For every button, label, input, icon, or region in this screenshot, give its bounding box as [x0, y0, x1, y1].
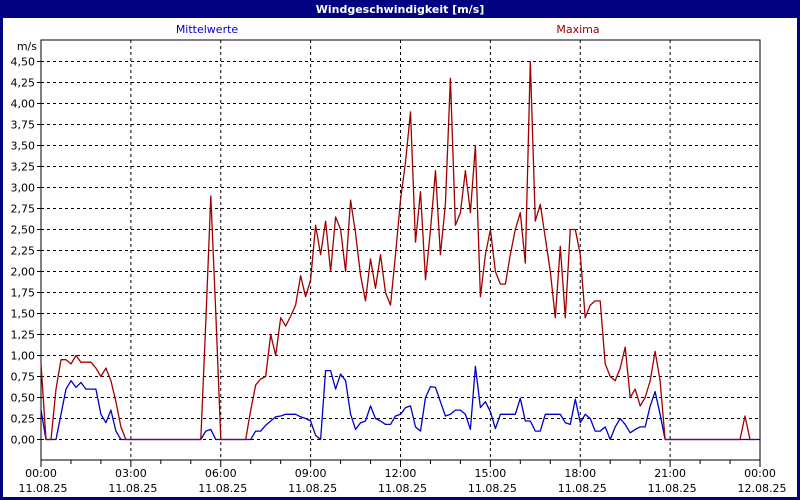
y-tick-label: 3,25 — [11, 161, 36, 174]
x-tick-label-time: 21:00 — [654, 467, 686, 480]
x-tick-label-time: 06:00 — [205, 467, 237, 480]
x-tick-label-time: 18:00 — [564, 467, 596, 480]
plot-border — [40, 39, 761, 461]
window-title: Windgeschwindigkeit [m/s] — [315, 2, 485, 16]
x-tick-label-time: 15:00 — [475, 467, 507, 480]
y-axis-unit-label: m/s — [17, 40, 37, 53]
x-tick-label-date: 11.08.25 — [558, 482, 607, 495]
x-tick-label-date: 11.08.25 — [288, 482, 337, 495]
x-tick-label-date: 11.08.25 — [198, 482, 247, 495]
x-tick-label-date: 12.08.25 — [738, 482, 787, 495]
x-tick-label-time: 09:00 — [295, 467, 327, 480]
y-tick-label: 2,75 — [11, 203, 36, 216]
y-tick-label: 1,25 — [11, 329, 36, 342]
y-tick-label: 2,50 — [11, 224, 36, 237]
y-tick-label: 3,00 — [11, 182, 36, 195]
x-tick-label-date: 11.08.25 — [378, 482, 427, 495]
x-tick-label-time: 12:00 — [385, 467, 417, 480]
title-bar: Windgeschwindigkeit [m/s] — [3, 0, 797, 18]
y-tick-label: 1,00 — [11, 350, 36, 363]
y-tick-label: 0,00 — [11, 434, 36, 447]
x-tick-label-date: 11.08.25 — [19, 482, 68, 495]
x-tick-label-time: 03:00 — [115, 467, 147, 480]
y-tick-label: 0,25 — [11, 413, 36, 426]
y-tick-label: 0,75 — [11, 371, 36, 384]
x-tick-label-time: 00:00 — [744, 467, 776, 480]
y-tick-label: 4,00 — [11, 98, 36, 111]
series-maxima-line — [40, 60, 756, 441]
y-tick-label: 0,50 — [11, 392, 36, 405]
legend-maxima-label: Maxima — [556, 23, 600, 36]
y-tick-label: 3,75 — [11, 119, 36, 132]
x-tick-label-date: 11.08.25 — [108, 482, 157, 495]
y-tick-label: 3,50 — [11, 140, 36, 153]
y-tick-label: 4,50 — [11, 56, 36, 69]
x-tick-label-date: 11.08.25 — [468, 482, 517, 495]
y-tick-label: 2,25 — [11, 245, 36, 258]
x-tick-label-date: 11.08.25 — [648, 482, 697, 495]
legend-mittelwerte-label: Mittelwerte — [175, 23, 239, 36]
x-tick-label-time: 00:00 — [25, 467, 57, 480]
y-tick-label: 4,25 — [11, 77, 36, 90]
y-tick-label: 1,50 — [11, 308, 36, 321]
y-tick-label: 2,00 — [11, 266, 36, 279]
y-tick-label: 1,75 — [11, 287, 36, 300]
